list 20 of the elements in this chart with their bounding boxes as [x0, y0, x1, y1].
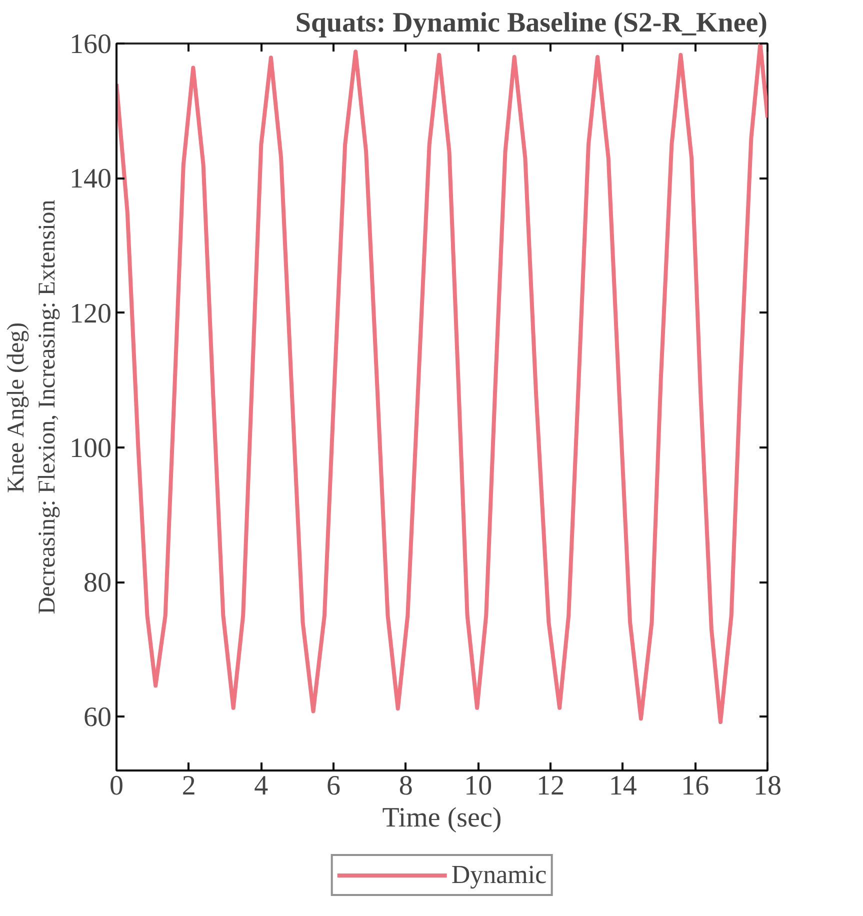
x-tick-label: 12	[536, 770, 564, 802]
legend-label: Dynamic	[451, 860, 547, 890]
x-tick-label: 10	[464, 770, 492, 802]
y-tick-label: 160	[70, 29, 112, 60]
y-tick-label: 120	[70, 298, 112, 330]
x-tick-label: 8	[398, 770, 413, 802]
y-axis-title: Knee Angle (deg) Decreasing: Flexion, Increasing: Extension	[3, 200, 60, 614]
x-axis-title: Time (sec)	[382, 802, 502, 834]
chart-title: Squats: Dynamic Baseline (S2-R_Knee)	[295, 8, 768, 38]
x-tick-label: 16	[681, 770, 710, 802]
x-tick-label: 0	[110, 770, 124, 802]
y-tick-label: 60	[84, 702, 112, 734]
x-tick-label: 4	[254, 770, 268, 802]
y-tick-label: 80	[84, 568, 112, 599]
y-tick-label: 100	[70, 432, 112, 464]
x-tick-label: 6	[326, 770, 340, 802]
x-tick-label: 18	[754, 770, 782, 802]
x-tick-label: 2	[182, 770, 196, 802]
x-tick-label: 14	[608, 770, 637, 802]
y-tick-label: 140	[70, 164, 112, 195]
